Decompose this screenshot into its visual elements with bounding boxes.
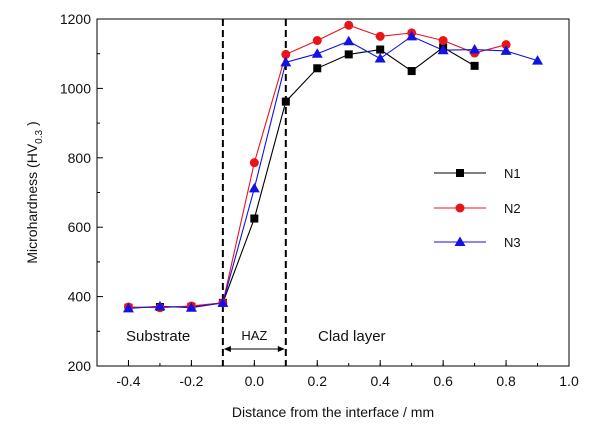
y-axis-title-unit: HV [24, 143, 40, 163]
y-tick-label: 800 [68, 150, 92, 166]
data-point-n3 [185, 302, 197, 312]
data-point-n2 [375, 31, 385, 41]
data-point-n3 [500, 45, 512, 55]
y-tick-label: 200 [68, 358, 92, 374]
y-axis-title-subscript: 0.3 [34, 129, 45, 143]
data-point-n3 [532, 55, 544, 65]
data-point-n1 [470, 61, 479, 70]
legend-label: N3 [504, 235, 521, 250]
legend-marker [455, 203, 465, 213]
legend-marker [456, 169, 464, 177]
y-tick-label: 1000 [60, 80, 91, 96]
data-point-n3 [248, 182, 260, 193]
y-tick-label: 1200 [60, 11, 91, 27]
data-point-n2 [249, 158, 259, 168]
data-point-n3 [217, 297, 229, 307]
data-point-n3 [311, 48, 323, 58]
x-tick-label: 0.4 [370, 373, 390, 389]
data-point-n2 [281, 49, 291, 59]
x-tick-label: 1.0 [559, 373, 579, 389]
series-line-n3 [128, 35, 538, 309]
data-point-n3 [374, 53, 386, 63]
data-point-n1 [407, 67, 416, 76]
data-point-n2 [438, 36, 448, 46]
region-boundaries [221, 19, 287, 366]
data-point-n3 [469, 44, 481, 54]
data-point-n3 [122, 302, 134, 313]
clad-layer-label: Clad layer [318, 328, 386, 345]
data-point-n1 [250, 214, 259, 223]
series-points-n3 [122, 30, 544, 313]
legend-label: N2 [504, 201, 521, 216]
data-point-n2 [344, 20, 354, 30]
x-axis-title: Distance from the interface / mm [232, 404, 434, 420]
data-point-n3 [343, 35, 355, 46]
legend-item-n2: N2 [434, 201, 521, 216]
tick-layer [96, 18, 570, 367]
legend: N1 N2 N3 [434, 166, 521, 250]
y-tick-label: 600 [68, 219, 92, 235]
data-point-n2 [501, 40, 511, 50]
data-point-n1 [313, 64, 322, 73]
data-point-n1 [344, 50, 353, 59]
data-point-n3 [154, 300, 166, 311]
legend-item-n1: N1 [434, 166, 521, 181]
label-layer: -0.4 -0.2 0.0 0.2 0.4 0.6 0.8 1.0 200 400 600 800 10… [24, 11, 579, 420]
x-tick-label: 0.0 [245, 373, 265, 389]
legend-marker [454, 236, 466, 246]
y-axis-title-main: Microhardness [24, 172, 40, 264]
x-tick-label: -0.4 [116, 373, 140, 389]
y-axis-title: Microhardness (HV0.3 ) [24, 121, 45, 263]
x-tick-label: 0.6 [433, 373, 453, 389]
data-point-n2 [312, 36, 322, 46]
haz-label: HAZ [241, 328, 267, 343]
haz-arrow-head-right [277, 346, 285, 352]
data-point-n3 [437, 44, 449, 55]
haz-arrow-head-left [223, 346, 231, 352]
legend-label: N1 [504, 166, 521, 181]
x-tick-label: 0.8 [496, 373, 516, 389]
data-point-n1 [281, 97, 290, 106]
x-tick-label: -0.2 [179, 373, 203, 389]
series-points-n1 [124, 43, 479, 312]
data-point-n3 [280, 56, 292, 67]
data-point-n1 [376, 45, 385, 54]
y-tick-label: 400 [68, 289, 92, 305]
substrate-label: Substrate [126, 328, 190, 345]
plot-frame [96, 18, 570, 367]
legend-item-n3: N3 [434, 235, 521, 250]
series-line-n1 [128, 46, 475, 309]
series-layer [122, 20, 544, 313]
data-point-n3 [406, 30, 418, 41]
x-tick-label: 0.2 [308, 373, 328, 389]
